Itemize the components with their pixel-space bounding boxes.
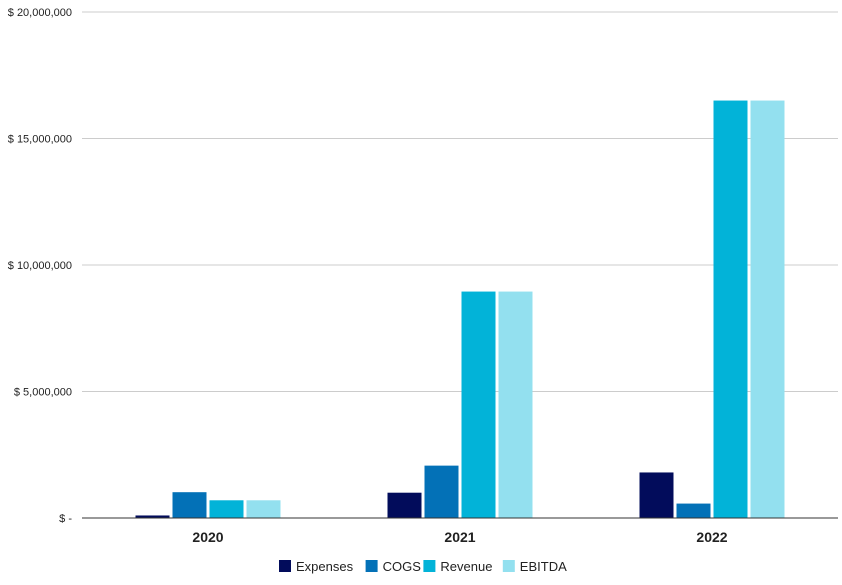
legend-label: Revenue: [440, 559, 492, 574]
bar-expenses-2021: [387, 492, 422, 518]
y-tick-label: $ 20,000,000: [8, 7, 72, 19]
y-tick-label: $ 5,000,000: [14, 387, 72, 399]
legend-swatch: [365, 560, 378, 572]
bar-revenue-2020: [209, 500, 244, 518]
x-category-label: 2022: [696, 529, 727, 545]
legend-swatch: [423, 560, 436, 572]
legend-label: Expenses: [296, 559, 354, 574]
x-category-label: 2020: [192, 529, 223, 545]
legend-swatch: [279, 560, 291, 572]
gridlines: [82, 11, 838, 392]
y-tick-label: $ 15,000,000: [8, 134, 72, 146]
bar-revenue-2022: [713, 100, 748, 519]
legend-item-cogs: COGS: [365, 559, 422, 574]
bar-cogs-2020: [172, 492, 207, 518]
legend-label: EBITDA: [520, 559, 567, 574]
legend-item-ebitda: EBITDA: [502, 559, 567, 574]
y-tick-label: $ 10,000,000: [8, 260, 72, 272]
bar-ebitda-2022: [750, 100, 785, 519]
bar-expenses-2020: [135, 515, 170, 518]
x-axis-category-labels: 2020 2021 2022: [192, 529, 727, 545]
bars: [135, 100, 785, 519]
bar-cogs-2022: [676, 503, 711, 518]
bar-ebitda-2021: [498, 291, 533, 518]
x-category-label: 2021: [444, 529, 475, 545]
bar-cogs-2021: [424, 465, 459, 518]
y-tick-label: $ -: [59, 513, 72, 525]
bar-ebitda-2020: [246, 500, 281, 518]
legend-swatch: [502, 560, 515, 572]
legend-label: COGS: [383, 559, 422, 574]
legend: Expenses COGS Revenue EBITDA: [279, 559, 567, 574]
bar-expenses-2022: [639, 472, 674, 518]
bar-revenue-2021: [461, 291, 496, 518]
y-axis-tick-labels: $ - $ 5,000,000 $ 10,000,000 $ 15,000,000 $ …: [8, 7, 73, 525]
legend-item-revenue: Revenue: [423, 559, 492, 574]
legend-item-expenses: Expenses: [279, 559, 354, 574]
